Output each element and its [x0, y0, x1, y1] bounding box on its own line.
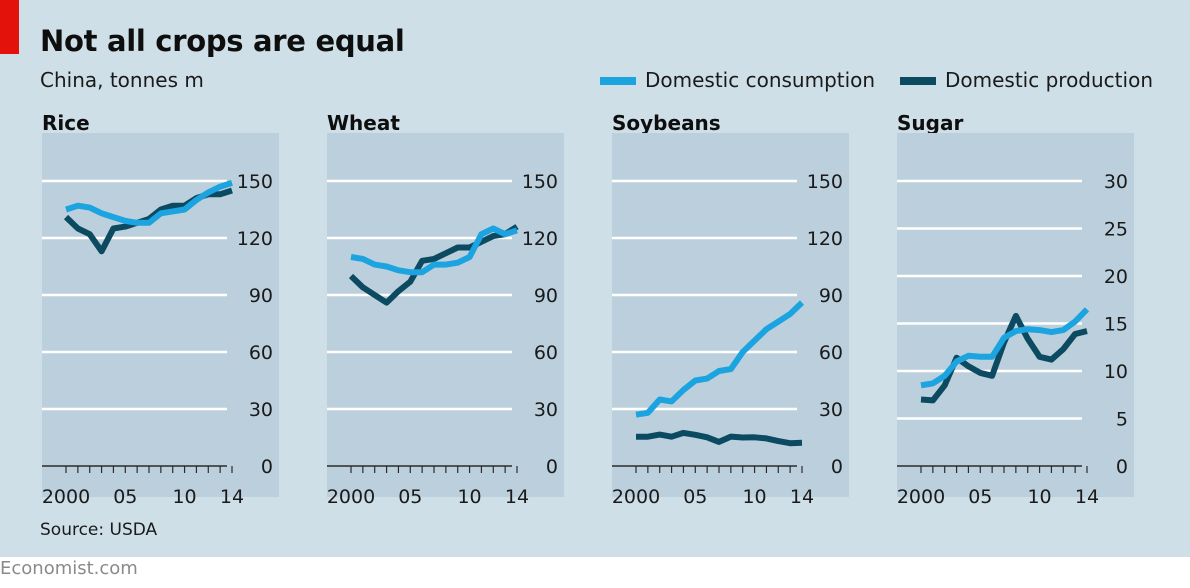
panel-title-rice: Rice	[42, 111, 90, 135]
rice-xtick-label: 10	[172, 486, 196, 508]
wheat-ytick-label: 0	[546, 456, 558, 478]
sugar-xtick-label: 14	[1075, 486, 1099, 508]
wheat-ytick-label: 90	[534, 285, 558, 307]
legend-label-production: Domestic production	[945, 68, 1153, 92]
rice-ytick-label: 60	[249, 342, 273, 364]
rice-xtick-label: 14	[220, 486, 244, 508]
rice-plot-area	[42, 133, 279, 497]
soybeans-ytick-label: 90	[819, 285, 843, 307]
sugar-ytick-label: 25	[1104, 219, 1128, 241]
sugar-domestic-consumption-line	[920, 307, 1090, 389]
panel-title-wheat: Wheat	[327, 111, 400, 135]
wheat-ytick-label: 60	[534, 342, 558, 364]
legend-swatch-consumption	[600, 77, 636, 85]
wheat-xtick-label: 2000	[327, 486, 375, 508]
wheat-ytick-label: 150	[522, 171, 558, 193]
soybeans-ytick-label: 30	[819, 399, 843, 421]
rice-ytick-label: 90	[249, 285, 273, 307]
wheat-xtick-label: 14	[505, 486, 529, 508]
sugar-ytick-label: 10	[1104, 361, 1128, 383]
sugar-ytick-label: 30	[1104, 171, 1128, 193]
soybeans-xtick-label: 05	[683, 486, 707, 508]
wheat-plot-area	[327, 133, 564, 497]
rice-ytick-label: 30	[249, 399, 273, 421]
soybeans-ytick-label: 0	[831, 456, 843, 478]
sugar-ytick-label: 15	[1104, 314, 1128, 336]
rice-domestic-consumption-line	[65, 180, 233, 226]
rice-xtick-label: 2000	[42, 486, 90, 508]
soybeans-ytick-label: 120	[807, 228, 843, 250]
legend-label-consumption: Domestic consumption	[645, 68, 876, 92]
rice-ytick-label: 120	[237, 228, 273, 250]
sugar-xtick-label: 05	[968, 486, 992, 508]
sugar-xtick-label: 2000	[897, 486, 945, 508]
sugar-ytick-label: 0	[1116, 456, 1128, 478]
soybeans-xtick-label: 14	[790, 486, 814, 508]
soybeans-ytick-label: 60	[819, 342, 843, 364]
wheat-xtick-label: 05	[398, 486, 422, 508]
legend: Domestic consumption Domestic production	[0, 68, 1190, 98]
soybeans-domestic-consumption-line	[635, 300, 805, 418]
sugar-xtick-label: 10	[1027, 486, 1051, 508]
wheat-ytick-label: 30	[534, 399, 558, 421]
soybeans-xtick-label: 10	[742, 486, 766, 508]
wheat-domestic-production-line	[348, 224, 519, 306]
publisher-brand: Economist.com	[0, 558, 138, 579]
sugar-ytick-label: 20	[1104, 266, 1128, 288]
legend-swatch-production	[900, 77, 936, 85]
panel-title-soybeans: Soybeans	[612, 111, 721, 135]
rice-ytick-label: 150	[237, 171, 273, 193]
soybeans-domestic-production-line	[636, 429, 803, 447]
brand-red-tab	[0, 0, 19, 54]
panel-title-sugar: Sugar	[897, 111, 964, 135]
rice-ytick-label: 0	[261, 456, 273, 478]
soybeans-xtick-label: 2000	[612, 486, 660, 508]
soybeans-ytick-label: 150	[807, 171, 843, 193]
source-note: Source: USDA	[40, 520, 158, 540]
chart-subtitle: China, tonnes m	[40, 68, 204, 92]
wheat-ytick-label: 120	[522, 228, 558, 250]
sugar-ytick-label: 5	[1116, 409, 1128, 431]
rice-xtick-label: 05	[113, 486, 137, 508]
wheat-domestic-consumption-line	[350, 225, 518, 276]
chart-title: Not all crops are equal	[40, 24, 405, 58]
wheat-xtick-label: 10	[457, 486, 481, 508]
